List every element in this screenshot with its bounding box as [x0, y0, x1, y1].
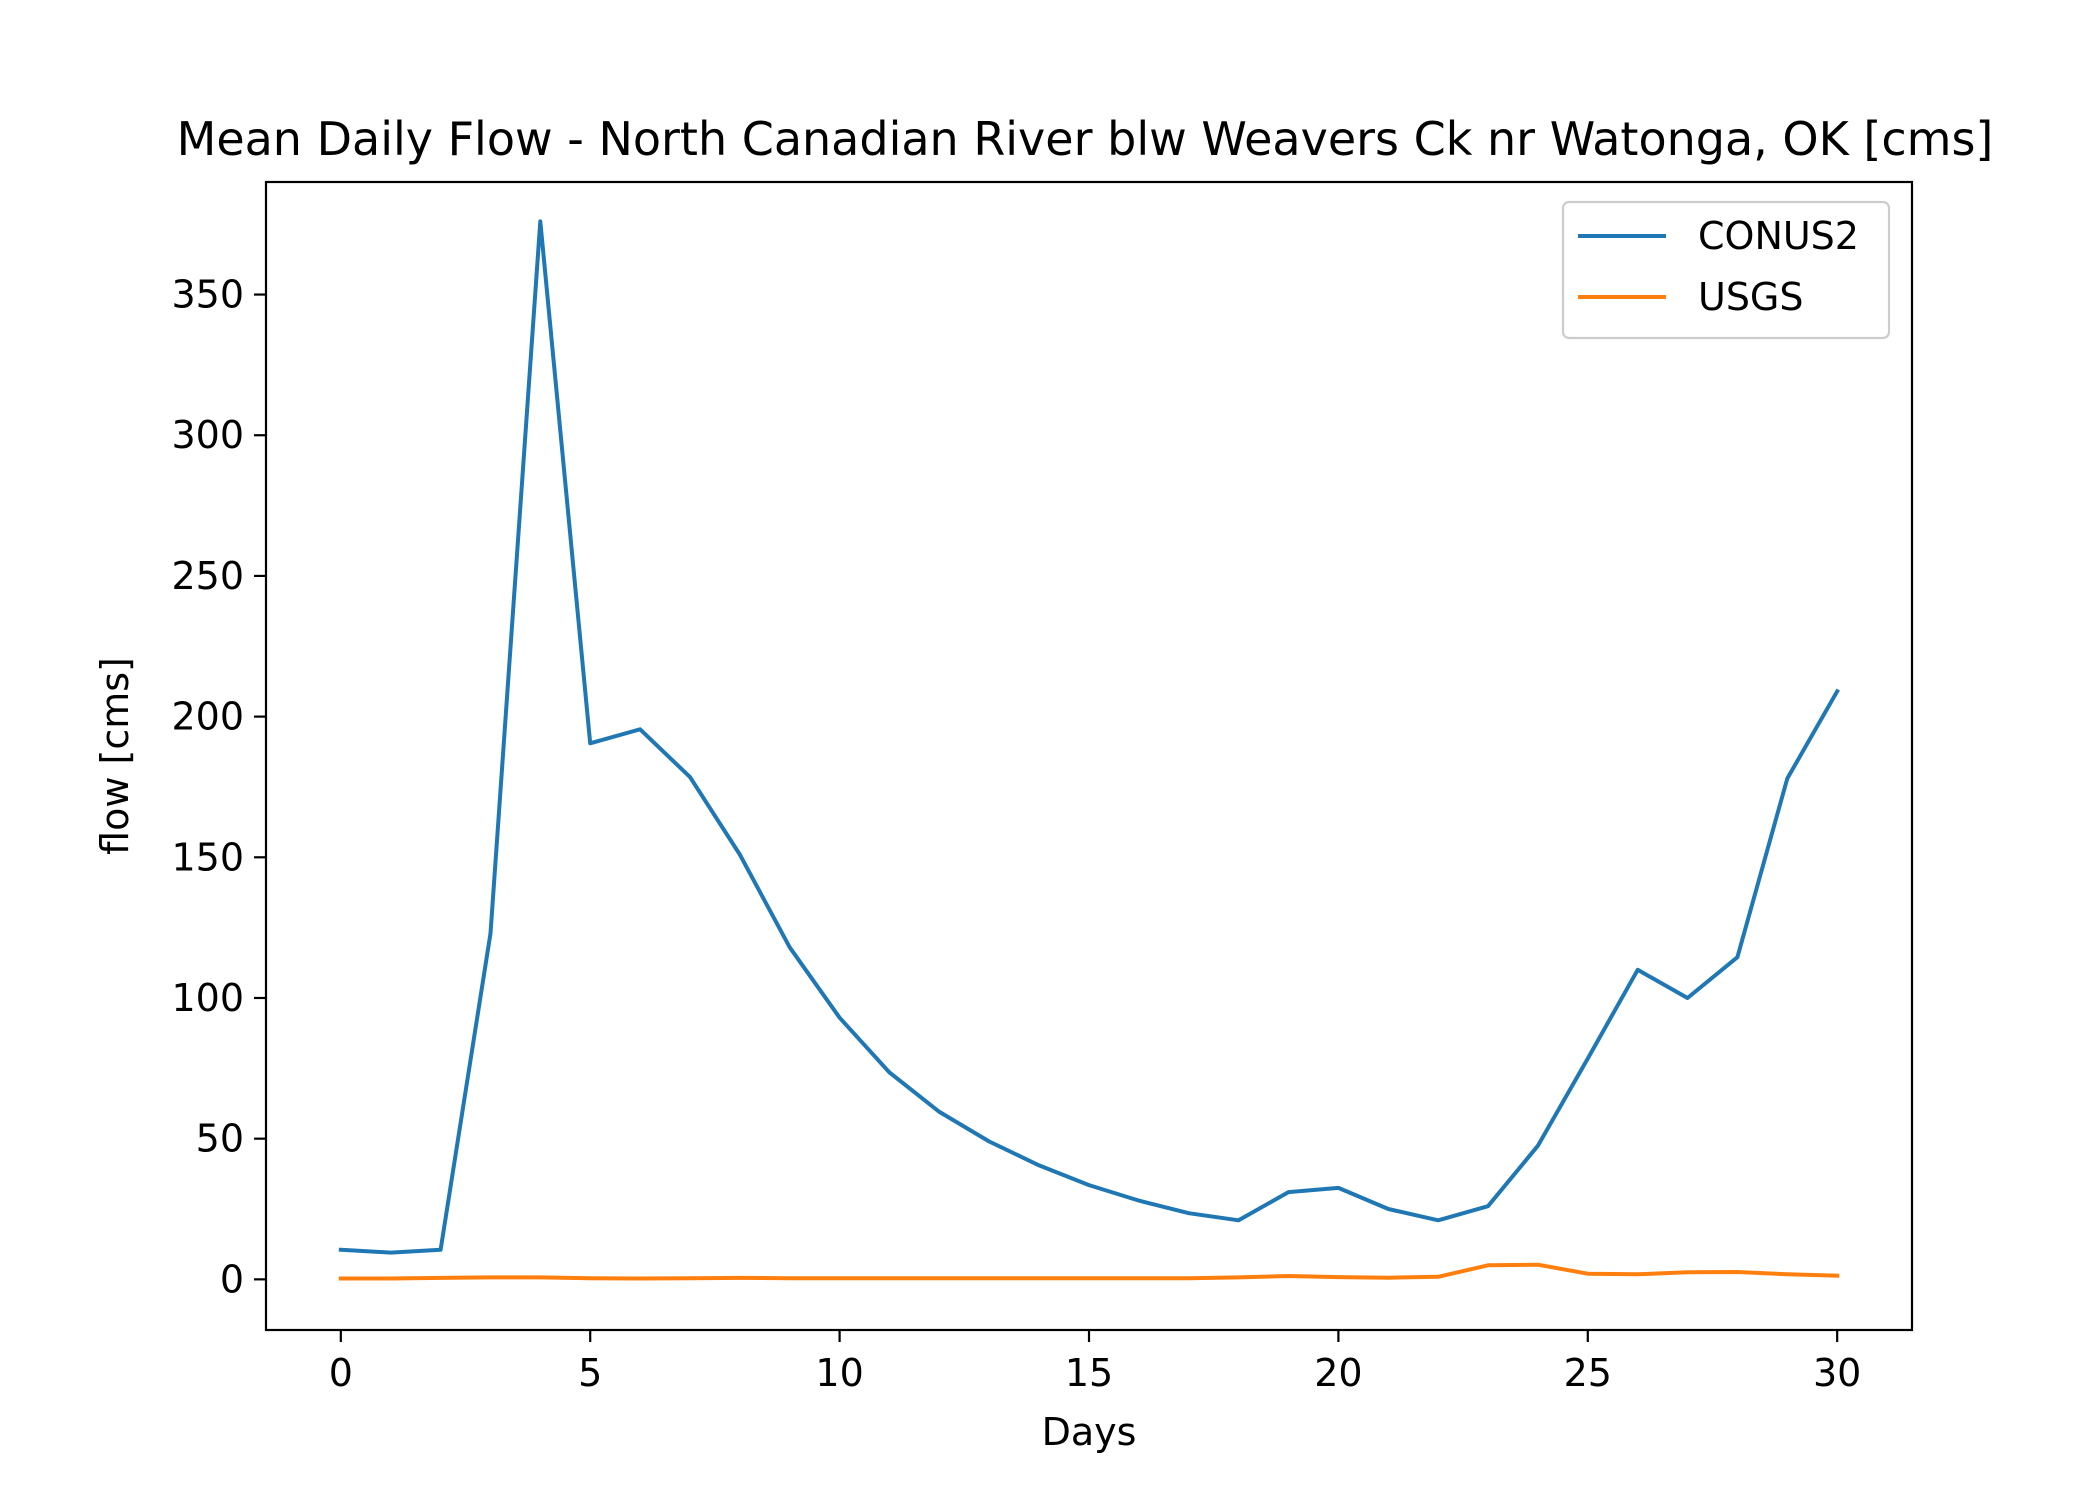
y-tick-label-300: 300 — [171, 413, 244, 457]
y-tick-label-150: 150 — [171, 835, 244, 879]
x-tick-label-0: 0 — [329, 1351, 353, 1395]
legend-label-usgs: USGS — [1698, 275, 1804, 319]
x-tick-label-20: 20 — [1314, 1351, 1362, 1395]
chart-title: Mean Daily Flow - North Canadian River b… — [177, 112, 1994, 166]
y-tick-label-100: 100 — [171, 976, 244, 1020]
y-axis-title: flow [cms] — [93, 657, 137, 855]
y-tick-label-200: 200 — [171, 695, 244, 739]
x-tick-label-10: 10 — [815, 1351, 863, 1395]
y-tick-label-50: 50 — [196, 1117, 244, 1161]
x-tick-label-5: 5 — [578, 1351, 602, 1395]
legend: CONUS2 USGS — [1563, 202, 1889, 338]
x-axis-title: Days — [1042, 1410, 1137, 1454]
y-tick-label-0: 0 — [220, 1257, 244, 1301]
y-tick-label-250: 250 — [171, 554, 244, 598]
legend-label-conus2: CONUS2 — [1698, 214, 1859, 258]
x-tick-label-25: 25 — [1564, 1351, 1612, 1395]
y-tick-label-350: 350 — [171, 273, 244, 317]
x-tick-label-30: 30 — [1813, 1351, 1861, 1395]
x-tick-label-15: 15 — [1065, 1351, 1113, 1395]
